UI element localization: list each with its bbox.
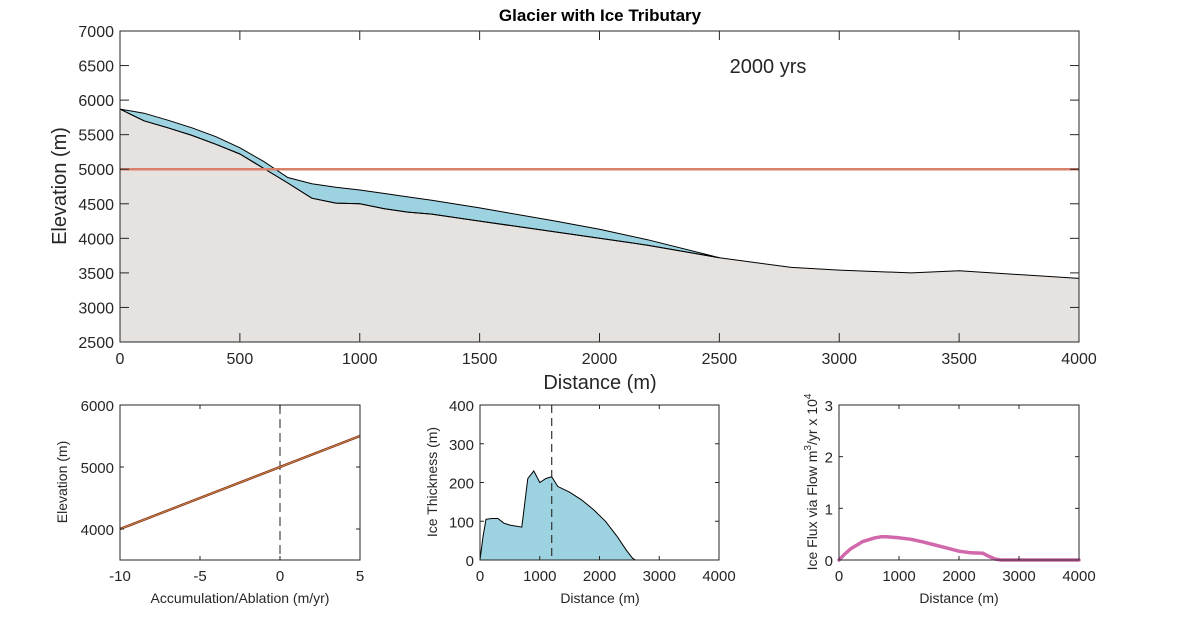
profile-xtick-label: 3500 xyxy=(941,351,977,368)
thickness-ylabel: Ice Thickness (m) xyxy=(424,427,440,537)
thickness-ytick-label: 0 xyxy=(466,553,474,570)
flux-ylabel-sup1: 3 xyxy=(803,445,814,451)
thickness-xtick-label: 2000 xyxy=(583,568,616,585)
flux-ytick-label: 0 xyxy=(825,553,833,570)
mass-balance-ytick-label: 5000 xyxy=(81,460,114,477)
profile-xtick-label: 4000 xyxy=(1061,351,1097,368)
mass-balance-xlabel: Accumulation/Ablation (m/yr) xyxy=(151,590,330,606)
profile-ylabel: Elevation (m) xyxy=(49,127,71,245)
bedrock-area xyxy=(120,109,1079,342)
thickness-xtick-label: 0 xyxy=(476,568,484,585)
profile-ytick-label: 6500 xyxy=(78,59,114,76)
profile-ytick-label: 6000 xyxy=(78,93,114,110)
profile-ytick-label: 3000 xyxy=(78,300,114,317)
flux-xtick-label: 1000 xyxy=(882,568,915,585)
flux-xtick-label: 2000 xyxy=(942,568,975,585)
bed-line xyxy=(119,108,1080,279)
flux-xtick-label: 4000 xyxy=(1062,568,1095,585)
profile-xtick-label: 1500 xyxy=(462,351,498,368)
profile-xtick-label: 3000 xyxy=(821,351,857,368)
thickness-xtick-label: 4000 xyxy=(702,568,735,585)
profile-ytick-label: 4500 xyxy=(78,197,114,214)
flux-ylabel-part1: Ice Flux via Flow m xyxy=(804,451,820,571)
mass-balance-ytick-label: 6000 xyxy=(81,398,114,415)
chart-title: Glacier with Ice Tributary xyxy=(499,6,702,25)
mass-balance-xtick-label: -5 xyxy=(193,568,206,585)
profile-ytick-label: 4000 xyxy=(78,231,114,248)
flux-xtick-label: 0 xyxy=(835,568,843,585)
mass-balance-xtick-label: 0 xyxy=(276,568,284,585)
mass-balance-axes-box xyxy=(119,404,361,561)
flux-line xyxy=(837,535,1081,562)
flux-ylabel-sup2: 4 xyxy=(803,393,814,399)
mass-balance-axes: -10 -5 0 5 4000 5000 6000 xyxy=(81,398,365,585)
mass-balance-xtick-label: -10 xyxy=(109,568,131,585)
profile-ytick-label: 7000 xyxy=(78,24,114,41)
flux-axes: 0 1000 2000 3000 4000 0 1 2 3 xyxy=(825,398,1096,585)
thickness-xlabel: Distance (m) xyxy=(560,590,639,606)
profile-ytick-label: 3500 xyxy=(78,266,114,283)
thickness-ytick-label: 300 xyxy=(449,437,474,454)
profile-xtick-label: 1000 xyxy=(342,351,378,368)
mass-balance-xtick-label: 5 xyxy=(356,568,364,585)
thickness-ytick-label: 200 xyxy=(449,476,474,493)
flux-ytick-label: 2 xyxy=(825,450,833,467)
mass-balance-ytick-label: 4000 xyxy=(81,522,114,539)
mass-balance-ylabel: Elevation (m) xyxy=(54,441,70,523)
thickness-xtick-label: 3000 xyxy=(643,568,676,585)
flux-ytick-label: 3 xyxy=(825,398,833,415)
flux-xlabel: Distance (m) xyxy=(919,590,998,606)
thickness-ytick-label: 100 xyxy=(449,514,474,531)
profile-xtick-label: 2000 xyxy=(582,351,618,368)
profile-xtick-label: 2500 xyxy=(702,351,738,368)
profile-xtick-label: 500 xyxy=(227,351,254,368)
flux-ylabel: Ice Flux via Flow m3/yr x 104 xyxy=(803,393,820,570)
profile-annotation: 2000 yrs xyxy=(730,56,807,78)
mass-balance-overlay xyxy=(119,435,361,530)
profile-ytick-label: 5000 xyxy=(78,162,114,179)
thickness-xtick-label: 1000 xyxy=(523,568,556,585)
profile-xtick-label: 0 xyxy=(116,351,125,368)
flux-xtick-label: 3000 xyxy=(1002,568,1035,585)
flux-ytick-label: 1 xyxy=(825,501,833,518)
profile-ytick-label: 2500 xyxy=(78,335,114,352)
flux-ylabel-part2: /yr x 10 xyxy=(804,399,820,445)
thickness-axes: 0 1000 2000 3000 4000 0 100 200 300 400 xyxy=(449,398,736,585)
profile-xlabel: Distance (m) xyxy=(543,372,656,394)
profile-axes: 0 500 1000 1500 2000 2500 3000 3500 4000 2500 3000… xyxy=(78,24,1096,368)
thickness-line xyxy=(479,469,719,561)
thickness-ytick-label: 400 xyxy=(449,398,474,415)
profile-ytick-label: 5500 xyxy=(78,128,114,145)
